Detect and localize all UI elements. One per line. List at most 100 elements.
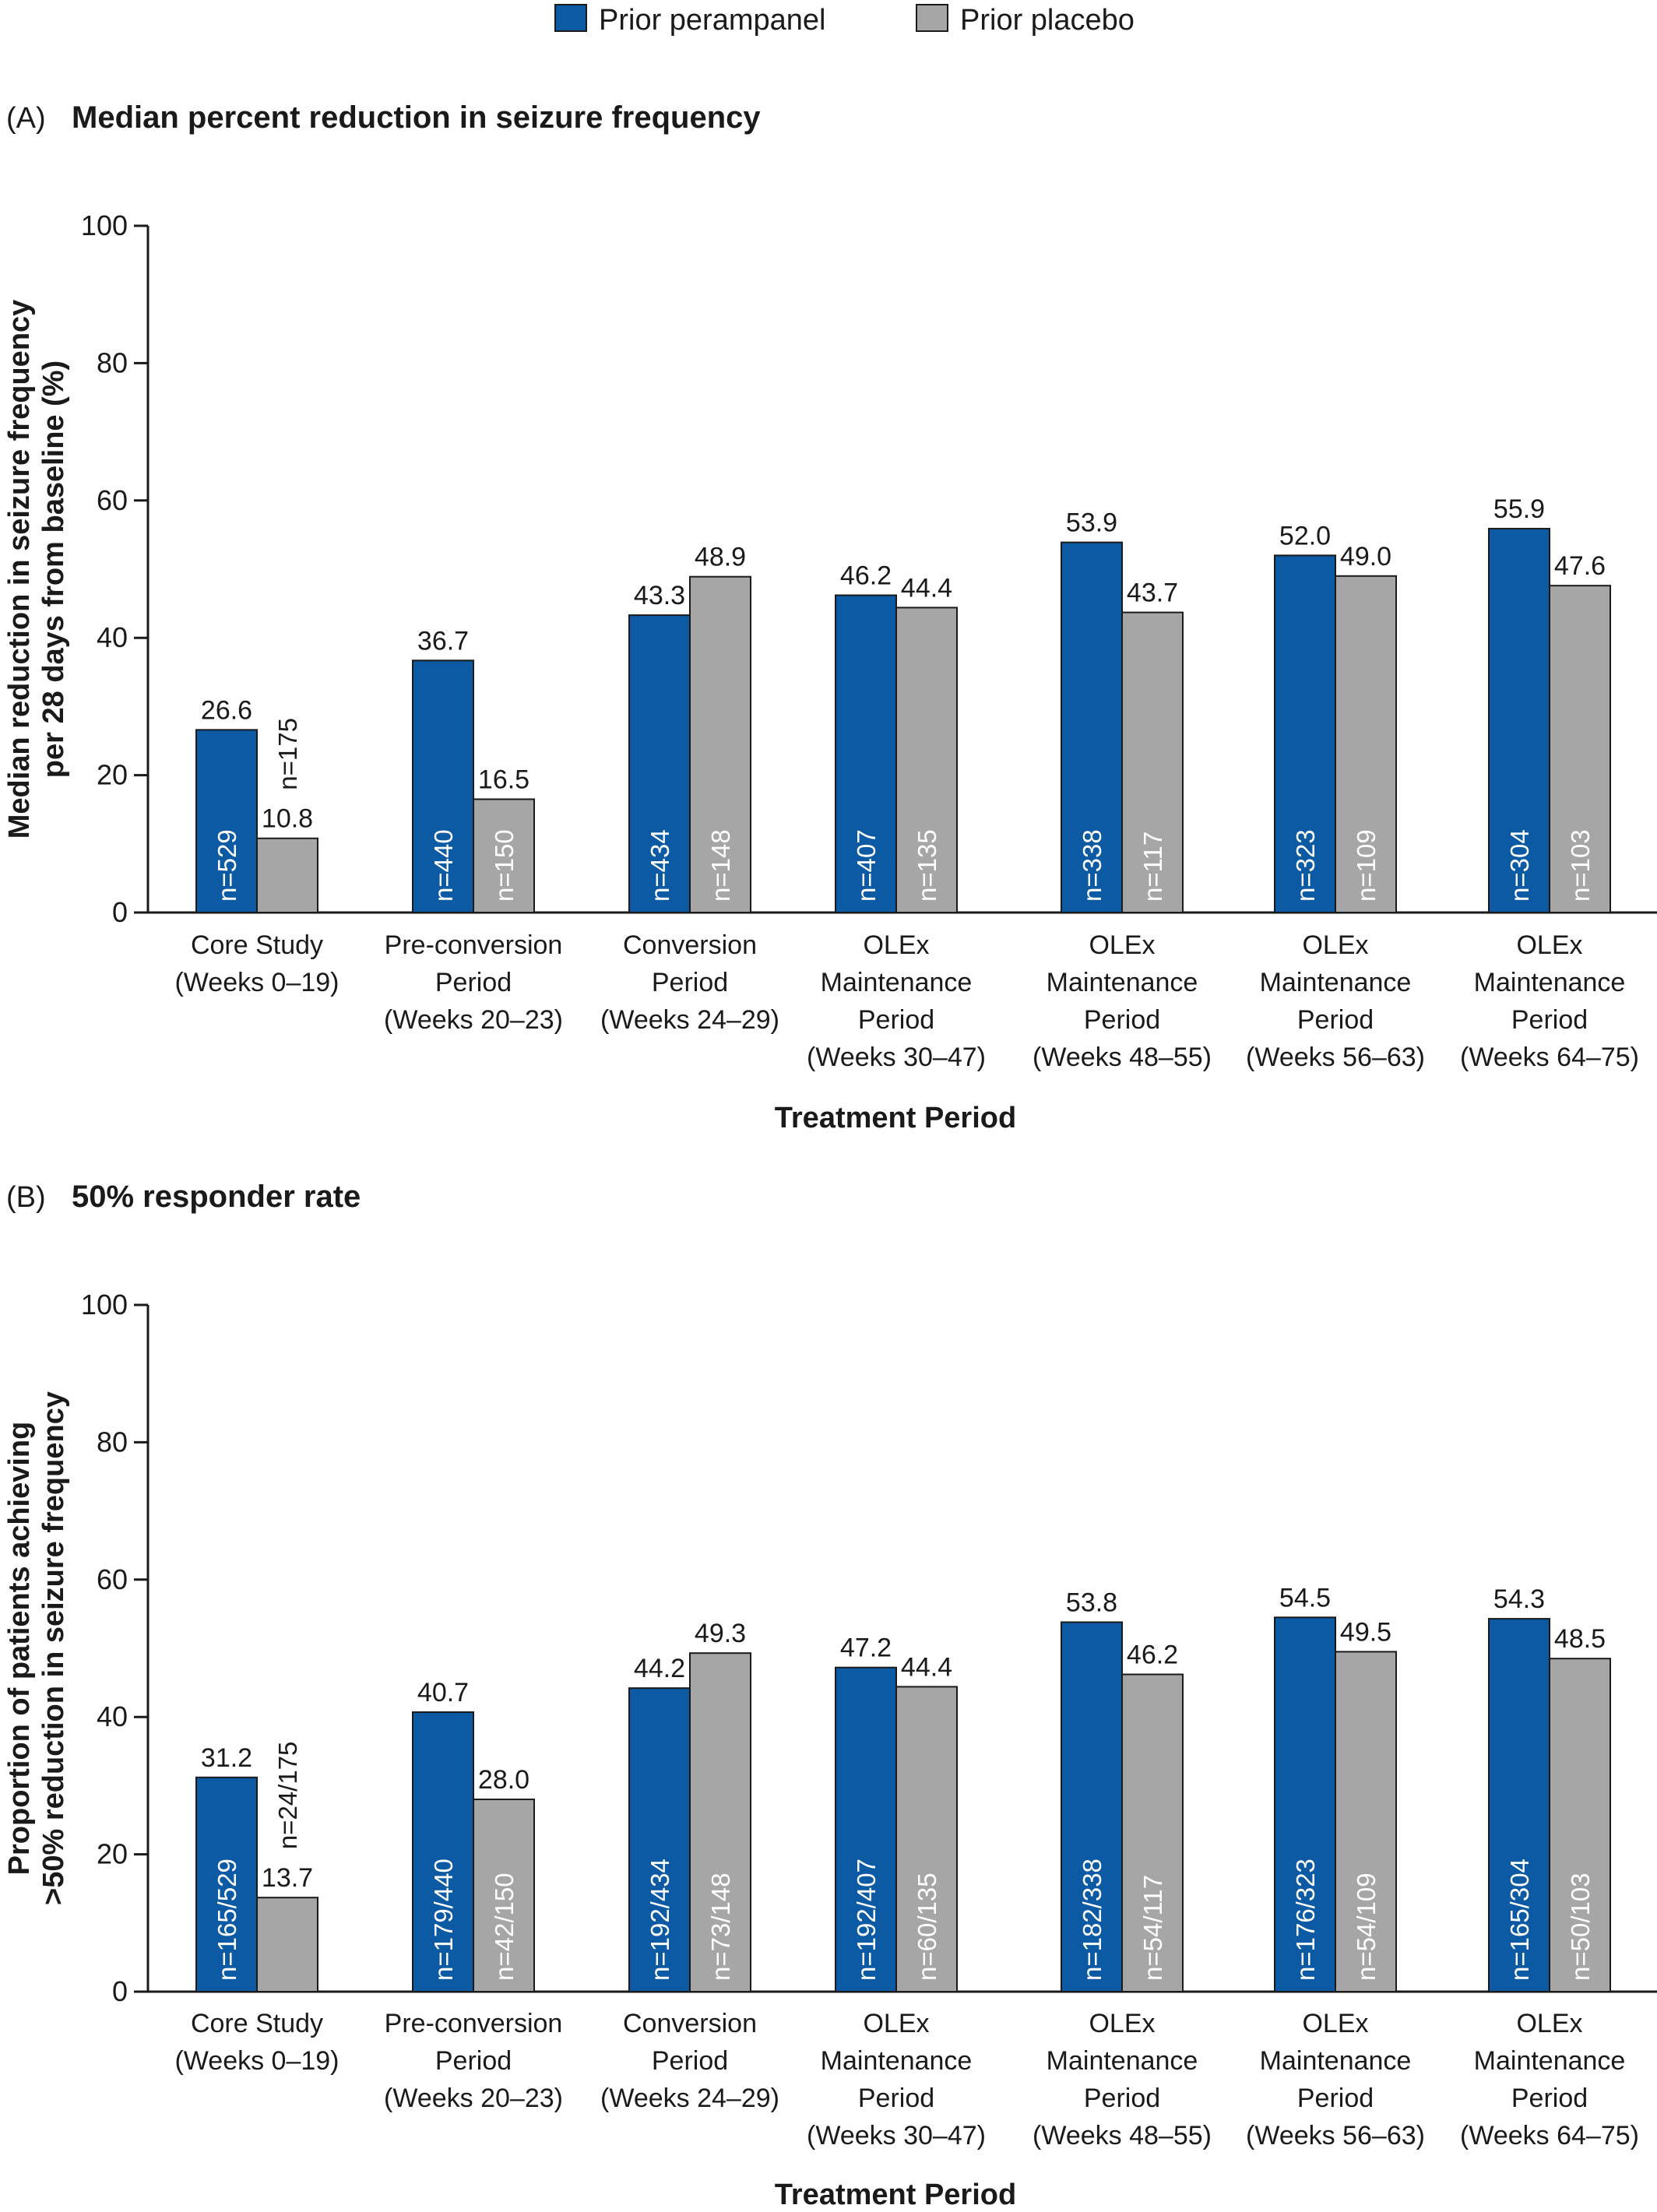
data-label: 55.9 (1493, 494, 1545, 524)
bar (256, 837, 318, 914)
n-label: n=60/135 (913, 1873, 941, 1981)
n-label: n=338 (1078, 829, 1106, 902)
bar (689, 1652, 751, 1993)
n-label: n=304 (1505, 829, 1534, 902)
bar (195, 729, 258, 913)
bar (689, 575, 751, 914)
legend-swatch (554, 4, 587, 32)
y-tick-label: 0 (112, 1975, 128, 2007)
bar (835, 594, 897, 913)
bar (1488, 527, 1550, 913)
data-label: 52.0 (1279, 521, 1331, 550)
data-label: 49.0 (1340, 542, 1391, 571)
legend: Prior perampanel Prior placebo (554, 4, 1135, 37)
bar (628, 614, 691, 913)
n-label: n=24/175 (273, 1742, 302, 1850)
n-label: n=109 (1352, 829, 1381, 902)
n-label: n=323 (1291, 829, 1320, 902)
bar (1549, 1658, 1611, 1992)
bar (628, 1687, 691, 1992)
bar (1549, 585, 1611, 914)
legend-swatch (916, 4, 948, 32)
n-label: n=73/148 (706, 1873, 735, 1981)
data-label: 13.7 (262, 1863, 313, 1893)
panel-letter: (B) (6, 1181, 46, 1214)
bar (1488, 1618, 1550, 1992)
y-tick-label: 60 (97, 1563, 128, 1595)
n-label: n=407 (852, 829, 881, 902)
n-label: n=117 (1138, 832, 1167, 902)
n-label: n=165/304 (1505, 1859, 1534, 1981)
data-label: 48.5 (1554, 1624, 1606, 1654)
bar (1121, 611, 1184, 913)
x-tick-label: Pre-conversion Period (Weeks 20–23) (384, 2009, 563, 2113)
y-tick-label: 40 (97, 621, 128, 653)
n-label: n=176/323 (1291, 1859, 1320, 1981)
series-prior-perampanel: 26.6 n=529 36.7 n=440 43.3 n=434 46.2 n=407 53.9… (195, 494, 1550, 914)
n-label: n=54/117 (1138, 1875, 1167, 1981)
y-tick-label: 60 (97, 484, 128, 516)
n-label: n=179/440 (429, 1859, 458, 1981)
x-tick-label: OLEx Maintenance Period (Weeks 48–55) (1033, 930, 1212, 1072)
y-axis-label: Proportion of patients achieving>50% red… (3, 1391, 70, 1905)
data-label: 16.5 (478, 765, 529, 794)
chart-title: Median percent reduction in seizure freq… (72, 100, 761, 135)
data-label: 48.9 (695, 543, 746, 572)
y-tick-label: 80 (97, 346, 128, 378)
n-label: n=50/103 (1566, 1873, 1595, 1981)
data-label: 49.5 (1340, 1617, 1391, 1647)
y-tick-label: 100 (81, 1289, 128, 1321)
bar (1335, 1651, 1397, 1992)
n-label: n=150 (490, 829, 519, 902)
legend-item: Prior perampanel (554, 4, 825, 37)
data-label: 47.2 (840, 1634, 892, 1663)
x-tick-label: OLEx Maintenance Period (Weeks 64–75) (1460, 2009, 1639, 2150)
bar (895, 1686, 958, 1993)
data-label: 40.7 (417, 1678, 469, 1707)
y-tick-label: 0 (112, 896, 128, 928)
chart-panel-a: (A) Median percent reduction in seizure f… (3, 100, 1657, 1134)
y-tick-label: 100 (81, 209, 128, 241)
n-label: n=42/150 (490, 1873, 519, 1981)
x-tick-label: Conversion Period (Weeks 24–29) (600, 2009, 779, 2113)
bar (256, 1897, 318, 1993)
bar (1121, 1673, 1184, 1993)
bar (412, 1711, 474, 1992)
data-label: 46.2 (840, 561, 892, 591)
data-label: 54.5 (1279, 1583, 1331, 1612)
data-label: 53.9 (1066, 508, 1117, 538)
y-tick-label: 40 (97, 1700, 128, 1732)
chart-panel-b: (B) 50% responder rate 0 20 40 60 80 100 Proport… (3, 1180, 1657, 2211)
n-label: n=182/338 (1078, 1859, 1106, 1981)
x-tick-label: OLEx Maintenance Period (Weeks 48–55) (1033, 2009, 1212, 2150)
legend-label: Prior perampanel (599, 4, 825, 37)
x-tick-label: Core Study (Weeks 0–19) (174, 930, 339, 997)
data-label: 44.4 (901, 1652, 952, 1682)
data-label: 10.8 (262, 804, 313, 834)
bar (1061, 541, 1123, 913)
data-label: 28.0 (478, 1765, 529, 1795)
bar (412, 659, 474, 914)
panel-letter: (A) (6, 102, 46, 135)
data-label: 26.6 (201, 695, 252, 725)
bar (473, 1799, 535, 1993)
n-label: n=175 (273, 718, 302, 790)
series-prior-perampanel: 31.2 n=165/529 40.7 n=179/440 44.2 n=192/434 4… (195, 1583, 1550, 1993)
bar (195, 1776, 258, 1992)
y-axis-label: Median reduction in seizure frequencyper… (3, 300, 70, 839)
bar (1274, 554, 1336, 913)
bar (473, 798, 535, 913)
n-label: n=165/529 (213, 1859, 241, 1981)
bar (895, 607, 958, 914)
chart-title: 50% responder rate (72, 1180, 361, 1214)
n-label: n=148 (706, 829, 735, 902)
y-tick-label: 80 (97, 1426, 128, 1458)
data-label: 31.2 (201, 1743, 252, 1773)
series-prior-placebo: 10.8 n=175 16.5 n=150 48.9 n=148 44.4 n=135 43.7… (256, 542, 1611, 914)
data-label: 36.7 (417, 626, 469, 656)
bar (1274, 1616, 1336, 1993)
x-tick-label: OLEx Maintenance Period (Weeks 56–63) (1246, 2009, 1425, 2150)
data-label: 44.4 (901, 573, 952, 603)
n-label: n=434 (646, 829, 674, 902)
